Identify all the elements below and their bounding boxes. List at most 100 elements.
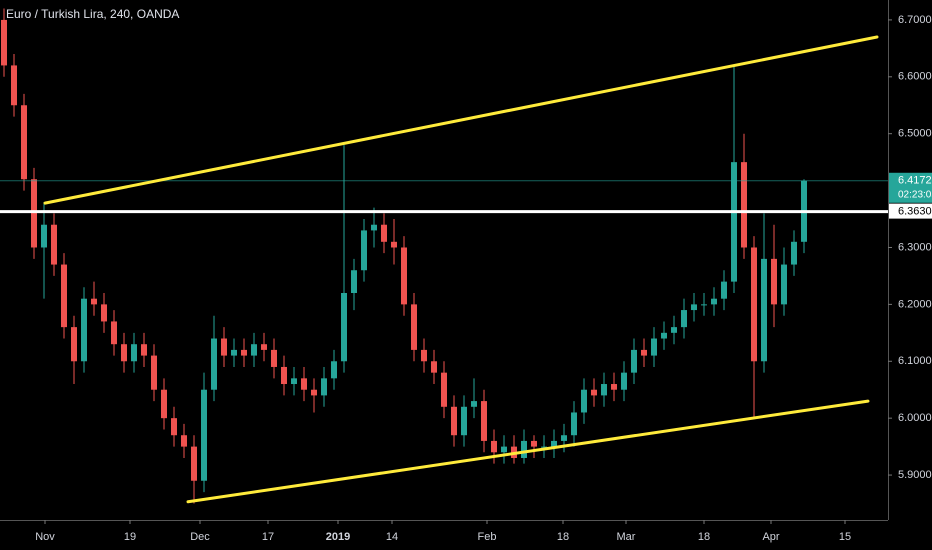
candle-body bbox=[291, 378, 297, 385]
candle-body bbox=[691, 304, 697, 311]
candle-body bbox=[81, 298, 87, 362]
y-tick-label: 6.20000 bbox=[898, 298, 932, 310]
candle-body bbox=[141, 344, 147, 356]
candle-body bbox=[421, 349, 427, 362]
y-tick-label: 5.90000 bbox=[898, 469, 932, 481]
x-tick-label: 18 bbox=[557, 531, 569, 543]
candle-body bbox=[611, 384, 617, 390]
candle-body bbox=[51, 224, 57, 265]
y-tick-label: 6.60000 bbox=[898, 71, 932, 83]
candle-body bbox=[131, 344, 137, 362]
candle-body bbox=[281, 366, 287, 385]
candle-body bbox=[601, 384, 607, 396]
candle-body bbox=[441, 372, 447, 407]
candle-body bbox=[121, 344, 127, 362]
candle-body bbox=[651, 338, 657, 356]
candle-body bbox=[191, 446, 197, 481]
candle-body bbox=[531, 440, 537, 447]
candle-body bbox=[101, 304, 107, 322]
candle-body bbox=[571, 412, 577, 436]
candle-body bbox=[381, 224, 387, 242]
candle-body bbox=[321, 378, 327, 396]
x-tick-label: Feb bbox=[478, 531, 497, 543]
x-tick-label: 2019 bbox=[326, 531, 350, 543]
candle-body bbox=[171, 418, 177, 436]
y-tick-label: 6.10000 bbox=[898, 355, 932, 367]
x-tick-label: 14 bbox=[386, 531, 398, 543]
candle-body bbox=[181, 435, 187, 447]
candle-body bbox=[731, 162, 737, 282]
price-label-box bbox=[889, 203, 932, 219]
y-tick-label: 6.50000 bbox=[898, 128, 932, 140]
candle-body bbox=[461, 406, 467, 436]
candle-body bbox=[761, 258, 767, 362]
candle-body bbox=[791, 241, 797, 265]
x-tick-label: Nov bbox=[35, 531, 55, 543]
candle-body bbox=[341, 292, 347, 362]
trend-line bbox=[186, 399, 870, 504]
candle-body bbox=[781, 264, 787, 305]
candle-body bbox=[681, 310, 687, 328]
candle-body bbox=[231, 349, 237, 356]
plot-area bbox=[0, 8, 888, 504]
candle-body bbox=[241, 349, 247, 356]
x-tick-label: Apr bbox=[762, 531, 779, 543]
x-tick-label: Mar bbox=[617, 531, 636, 543]
candle-body bbox=[21, 105, 27, 180]
candle-body bbox=[591, 389, 597, 396]
y-tick-label: 6.70000 bbox=[898, 14, 932, 26]
candle-body bbox=[521, 440, 527, 458]
candle-body bbox=[391, 241, 397, 248]
candle-body bbox=[161, 389, 167, 419]
candle-body bbox=[1, 19, 7, 66]
y-tick-label: 6.30000 bbox=[898, 241, 932, 253]
candle-body bbox=[201, 389, 207, 481]
candle-body bbox=[701, 304, 707, 306]
candle-body bbox=[41, 224, 47, 248]
candle-body bbox=[741, 162, 747, 248]
candle-body bbox=[221, 338, 227, 356]
candle-body bbox=[481, 401, 487, 441]
candle-body bbox=[251, 344, 257, 356]
trend-line bbox=[43, 35, 879, 205]
candle-body bbox=[31, 179, 37, 248]
candle-body bbox=[451, 406, 457, 436]
candle-body bbox=[661, 332, 667, 339]
candle-body bbox=[411, 304, 417, 350]
candle-body bbox=[471, 401, 477, 407]
candle-body bbox=[11, 65, 17, 106]
candle-body bbox=[561, 435, 567, 441]
candle-body bbox=[61, 264, 67, 328]
candle-body bbox=[91, 298, 97, 305]
candle-body bbox=[151, 355, 157, 390]
candle-body bbox=[361, 230, 367, 271]
candle-body bbox=[431, 361, 437, 373]
candle-body bbox=[501, 446, 507, 453]
candle-body bbox=[671, 327, 677, 333]
candle-body bbox=[351, 270, 357, 293]
candle-body bbox=[711, 298, 717, 305]
candle-body bbox=[331, 361, 337, 379]
candle-body bbox=[271, 349, 277, 367]
countdown-label: 02:23:05 bbox=[898, 189, 932, 200]
candle-body bbox=[111, 321, 117, 345]
candle-body bbox=[301, 378, 307, 390]
candle-body bbox=[401, 247, 407, 305]
chart-title: Euro / Turkish Lira, 240, OANDA bbox=[6, 7, 179, 21]
candle-body bbox=[71, 327, 77, 362]
candle-body bbox=[551, 440, 557, 447]
candle-body bbox=[211, 338, 217, 390]
candle-body bbox=[641, 349, 647, 356]
x-tick-label: 19 bbox=[124, 531, 136, 543]
candle-body bbox=[631, 349, 637, 373]
y-tick-label: 6.00000 bbox=[898, 412, 932, 424]
price-label: 6.36307 bbox=[898, 206, 932, 218]
candle-body bbox=[541, 446, 547, 448]
axes: 5.90000 6.00000 6.10000 6.20000 6.30000 6.500… bbox=[35, 14, 932, 543]
candle-body bbox=[621, 372, 627, 390]
x-tick-label: Dec bbox=[190, 531, 210, 543]
x-tick-label: 18 bbox=[698, 531, 710, 543]
x-tick-label: 15 bbox=[839, 531, 851, 543]
